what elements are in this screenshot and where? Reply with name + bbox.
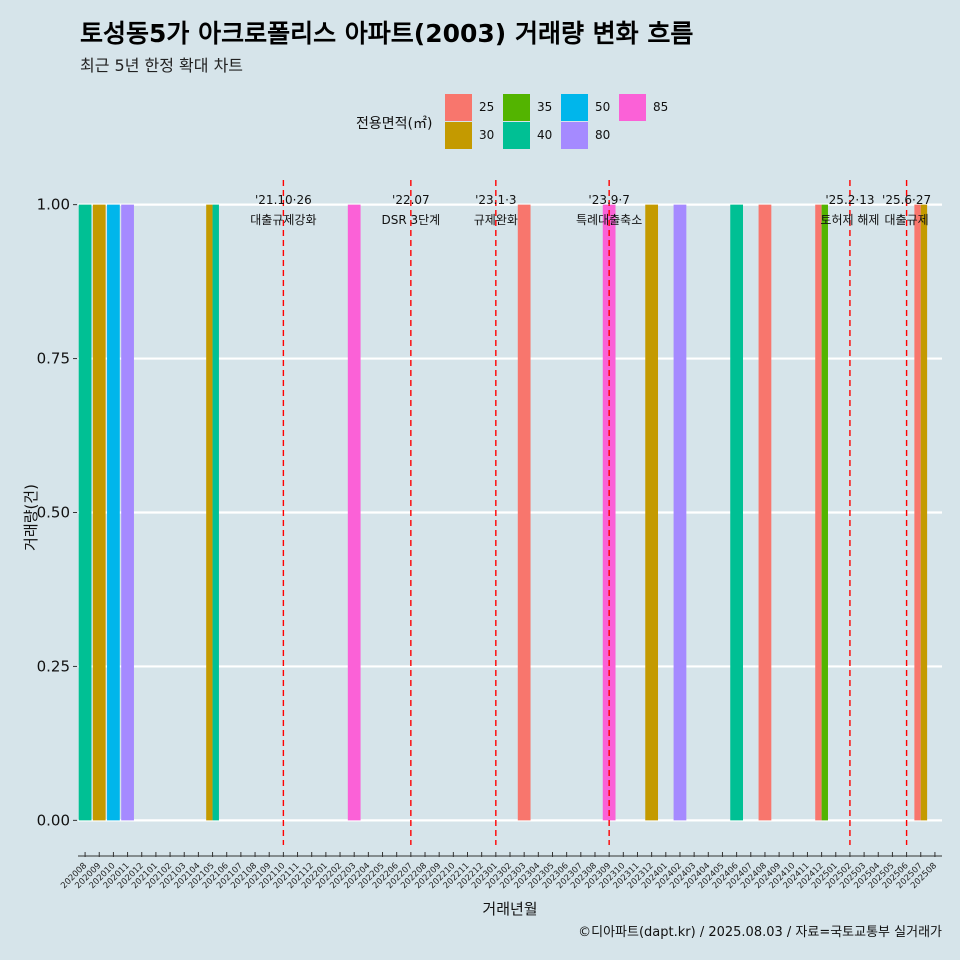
y-tick-label: 0.75: [37, 350, 70, 368]
bar-202406-40: [730, 204, 743, 821]
legend-label-35: 35: [537, 100, 553, 114]
event-date: '21.10·26: [255, 193, 312, 207]
event-label: 규제완화: [474, 213, 518, 227]
legend-key-30: [445, 122, 472, 149]
chart-subtitle: 최근 5년 한정 확대 차트: [80, 56, 244, 75]
bar-202312-30: [645, 204, 659, 821]
bar-202412-35: [821, 204, 828, 821]
y-tick-label: 0.50: [37, 504, 70, 522]
event-date: '25.2·13: [825, 193, 874, 207]
bar-202010-50: [107, 204, 120, 821]
event-label: DSR 3단계: [381, 213, 440, 227]
bar-202011-80: [121, 204, 134, 821]
legend-key-35: [503, 94, 530, 121]
event-date: '23.9·7: [588, 193, 629, 207]
event-label: 대출규제강화: [250, 213, 316, 227]
legend-key-40: [503, 122, 530, 149]
source-caption: ©디아파트(dapt.kr) / 2025.08.03 / 자료=국토교통부 실…: [578, 925, 942, 940]
event-date: '23.1·3: [475, 193, 516, 207]
legend-key-25: [445, 94, 472, 121]
legend-label-25: 25: [479, 100, 495, 114]
bar-202009-30: [92, 204, 106, 821]
bar-202203-85: [347, 204, 361, 821]
event-date: '25.6·27: [882, 193, 931, 207]
bar-202008-40: [78, 204, 92, 821]
legend-key-85: [619, 94, 646, 121]
y-tick-label: 0.00: [37, 811, 70, 829]
chart-title: 토성동5가 아크로폴리스 아파트(2003) 거래량 변화 흐름: [80, 19, 694, 48]
event-label: 특례대출축소: [576, 213, 642, 227]
x-axis-title: 거래년월: [482, 900, 537, 918]
legend-key-50: [561, 94, 588, 121]
legend-label-30: 30: [479, 128, 495, 142]
bar-202303-25: [517, 204, 531, 821]
event-label: 토허제 해제: [820, 213, 879, 227]
y-tick-label: 1.00: [37, 196, 70, 214]
bar-202408-25: [758, 204, 772, 821]
legend-key-80: [561, 122, 588, 149]
legend-label-40: 40: [537, 128, 553, 142]
event-label: 대출규제: [885, 213, 929, 227]
event-date: '22.07: [392, 193, 430, 207]
y-tick-label: 0.25: [37, 657, 70, 675]
bar-202507-25: [914, 204, 921, 821]
legend-label-50: 50: [595, 100, 611, 114]
legend-label-80: 80: [595, 128, 611, 142]
legend-label-85: 85: [653, 100, 669, 114]
bar-202412-25: [815, 204, 822, 821]
legend-title: 전용면적(㎡): [356, 116, 433, 132]
bar-202507-30: [920, 204, 928, 821]
bar-202105-40: [212, 204, 219, 821]
y-axis-title: 거래량(건): [22, 484, 40, 551]
bar-202105-30: [206, 204, 213, 821]
bar-202402-80: [673, 204, 687, 821]
